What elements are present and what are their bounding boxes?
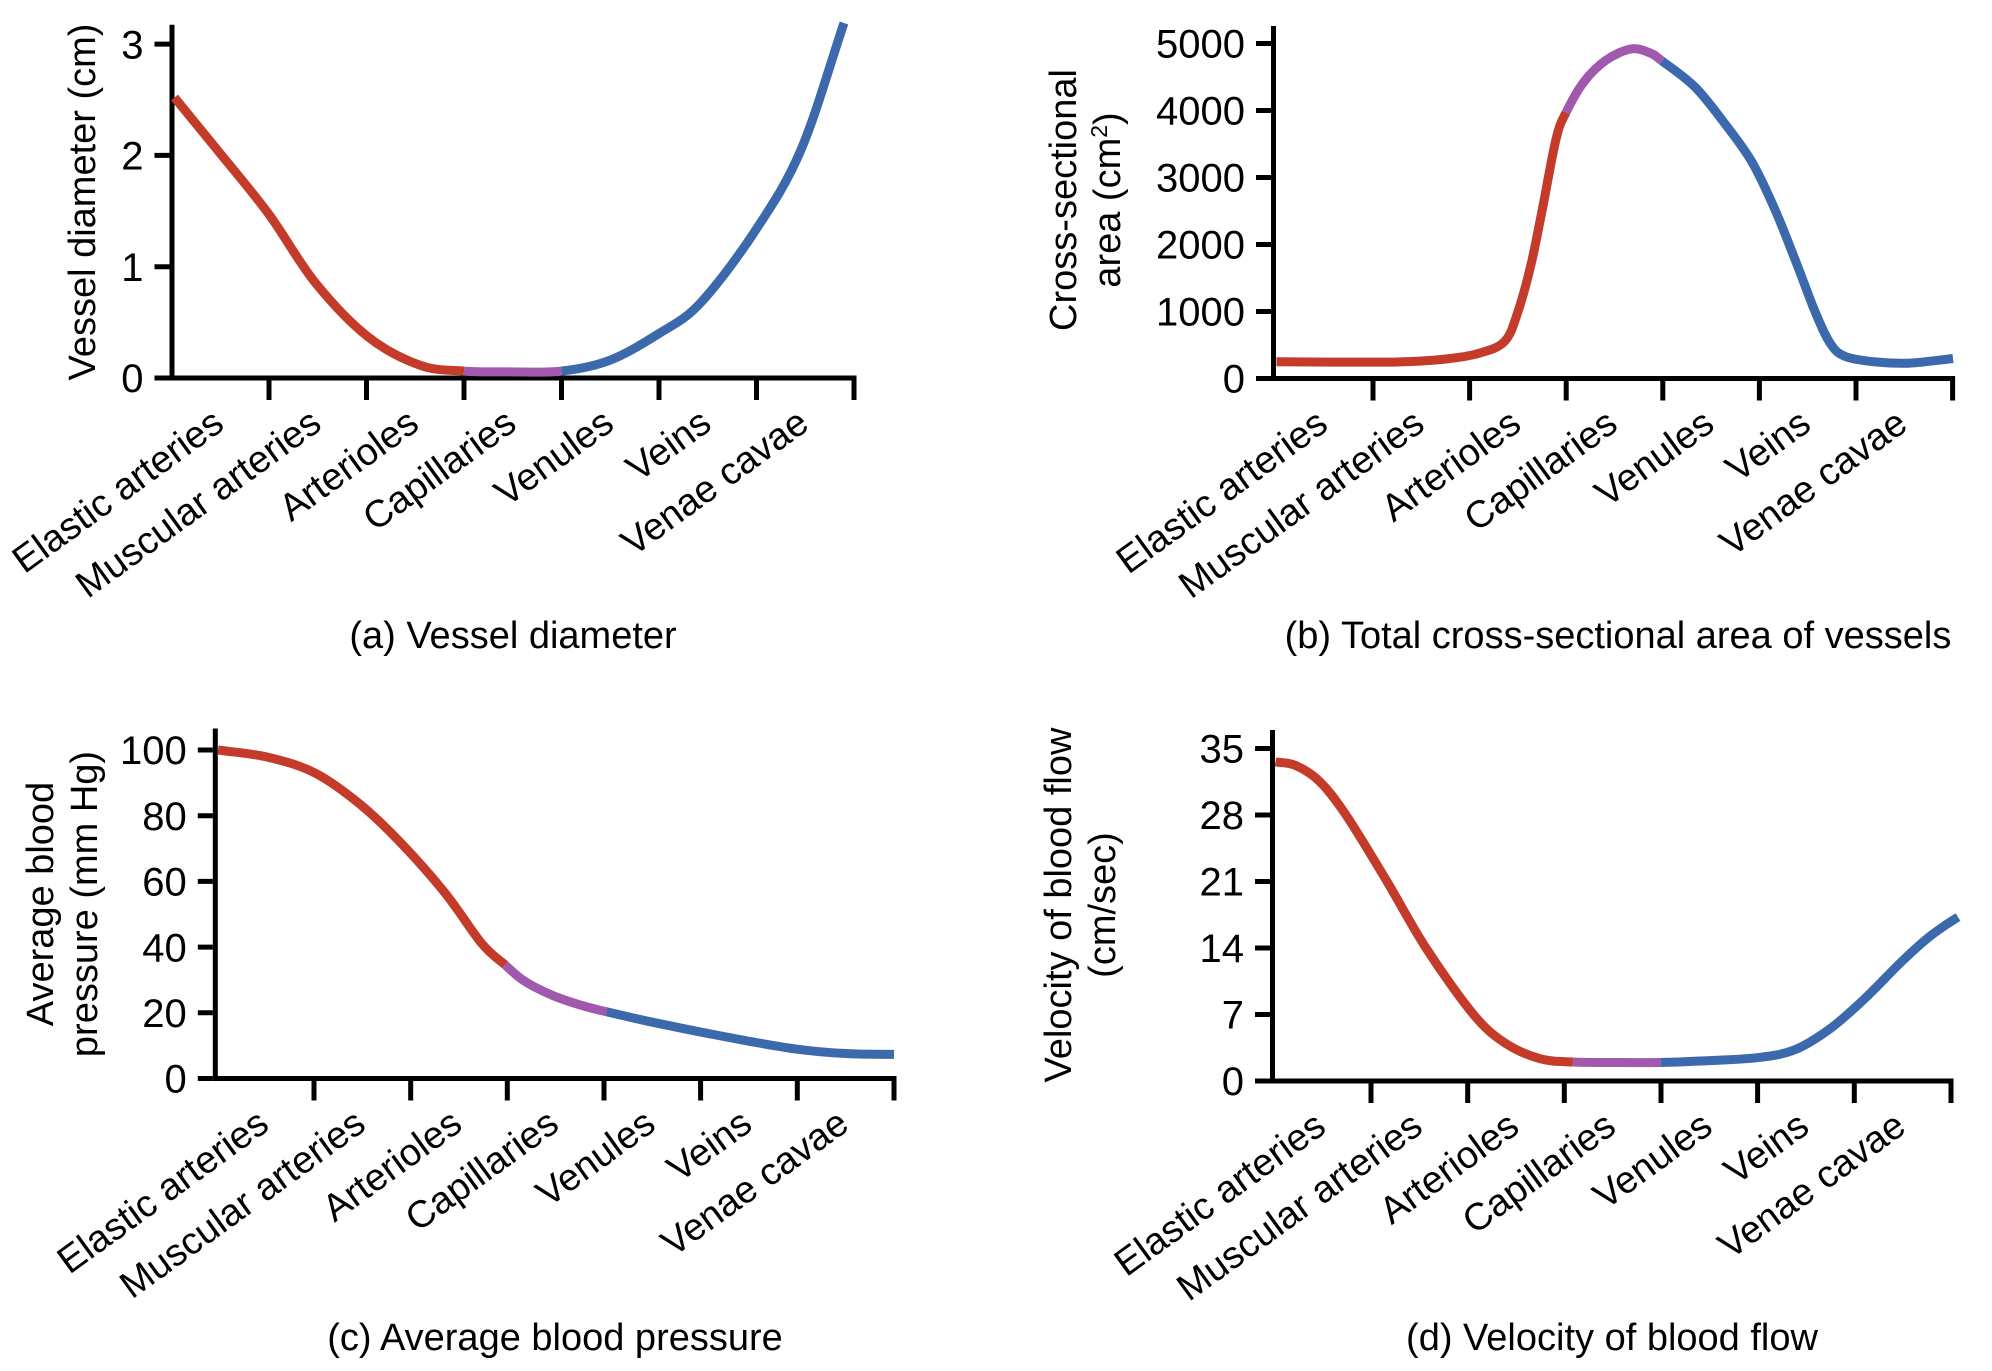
svg-text:Velocity of blood flow: Velocity of blood flow <box>1038 727 1080 1082</box>
svg-text:4000: 4000 <box>1156 90 1245 134</box>
svg-text:3000: 3000 <box>1156 157 1245 201</box>
svg-text:1: 1 <box>121 246 143 290</box>
svg-text:0: 0 <box>1222 1060 1244 1104</box>
svg-text:(a) Vessel diameter: (a) Vessel diameter <box>349 615 677 657</box>
svg-text:area (cm2): area (cm2) <box>1086 112 1129 287</box>
svg-text:7: 7 <box>1222 994 1244 1038</box>
svg-text:2000: 2000 <box>1156 224 1245 268</box>
svg-text:2: 2 <box>121 135 143 179</box>
svg-text:(d) Velocity of blood flow: (d) Velocity of blood flow <box>1406 1317 1818 1359</box>
svg-text:100: 100 <box>120 729 187 773</box>
svg-text:Average blood: Average blood <box>20 782 62 1026</box>
svg-text:14: 14 <box>1200 927 1245 971</box>
svg-text:(cm/sec): (cm/sec) <box>1082 832 1124 978</box>
svg-text:0: 0 <box>1223 358 1245 402</box>
svg-text:20: 20 <box>142 992 187 1036</box>
svg-text:pressure (mm Hg): pressure (mm Hg) <box>64 751 106 1057</box>
svg-text:Cross-sectional: Cross-sectional <box>1043 69 1085 331</box>
svg-text:60: 60 <box>142 861 187 905</box>
svg-text:80: 80 <box>142 795 187 839</box>
svg-text:3: 3 <box>121 23 143 67</box>
svg-text:28: 28 <box>1200 794 1245 838</box>
svg-text:5000: 5000 <box>1156 23 1245 67</box>
svg-text:21: 21 <box>1200 861 1245 905</box>
svg-text:40: 40 <box>142 926 187 970</box>
svg-text:0: 0 <box>165 1058 187 1102</box>
svg-text:(c) Average blood pressure: (c) Average blood pressure <box>327 1317 783 1359</box>
svg-text:Vessel diameter (cm): Vessel diameter (cm) <box>62 24 104 381</box>
svg-text:35: 35 <box>1200 728 1245 772</box>
svg-text:0: 0 <box>121 357 143 401</box>
svg-text:1000: 1000 <box>1156 291 1245 335</box>
svg-text:(b) Total cross-sectional area: (b) Total cross-sectional area of vessel… <box>1285 615 1952 657</box>
